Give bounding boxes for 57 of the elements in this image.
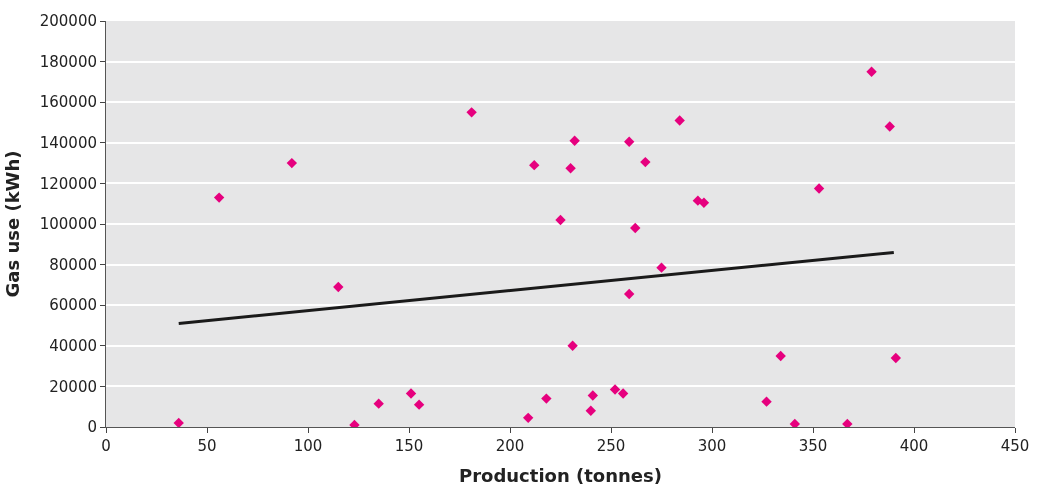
point	[413, 399, 425, 410]
point	[466, 107, 477, 118]
y-tick-label: 160000	[39, 93, 97, 112]
point	[173, 417, 184, 427]
point	[405, 388, 417, 399]
point	[866, 66, 877, 77]
point	[630, 222, 641, 234]
x-tick-label: 150	[394, 437, 424, 455]
point	[567, 340, 578, 351]
x-tick-label: 350	[798, 437, 828, 455]
point	[522, 412, 534, 424]
y-axis-title: Gas use (kWh)	[1, 150, 23, 298]
x-tick-label: 250	[596, 437, 626, 455]
y-tick-label: 80000	[49, 255, 97, 274]
point	[640, 156, 651, 168]
point	[813, 183, 825, 194]
point	[842, 418, 853, 427]
x-axis-title: Production (tonnes)	[458, 465, 663, 487]
point	[609, 384, 621, 395]
x-tick-label: 400	[899, 437, 929, 455]
point	[623, 136, 635, 147]
x-tick-label: 450	[1000, 437, 1030, 455]
x-tick-label: 50	[197, 437, 217, 455]
y-tick-label: 140000	[39, 134, 97, 153]
point	[555, 214, 566, 226]
point	[213, 192, 225, 203]
x-tick-label: 300	[697, 437, 727, 455]
y-tick-label: 0	[87, 418, 97, 437]
y-tick-label: 200000	[39, 12, 97, 31]
x-tick-label: 100	[293, 437, 323, 455]
y-tick-label: 100000	[39, 215, 97, 234]
point	[529, 159, 540, 171]
point	[286, 157, 298, 169]
point	[890, 352, 902, 364]
point	[333, 281, 344, 293]
point	[789, 418, 801, 427]
point	[884, 121, 895, 132]
y-tick-label: 20000	[49, 377, 97, 396]
point	[674, 115, 685, 126]
point	[373, 398, 384, 409]
point	[541, 393, 552, 404]
point	[761, 396, 772, 407]
y-tick-label: 120000	[39, 174, 97, 193]
point	[623, 288, 635, 300]
point	[585, 405, 596, 416]
x-tick-label: 0	[101, 437, 111, 455]
y-tick-label: 60000	[49, 296, 97, 315]
point	[656, 262, 667, 273]
x-tick-label: 200	[495, 437, 525, 455]
point	[775, 350, 786, 362]
point	[617, 388, 629, 399]
y-tick-label: 40000	[49, 337, 97, 356]
point	[569, 135, 580, 146]
point	[565, 162, 576, 174]
point	[587, 390, 599, 401]
point	[698, 197, 710, 208]
y-tick-label: 180000	[39, 52, 97, 71]
